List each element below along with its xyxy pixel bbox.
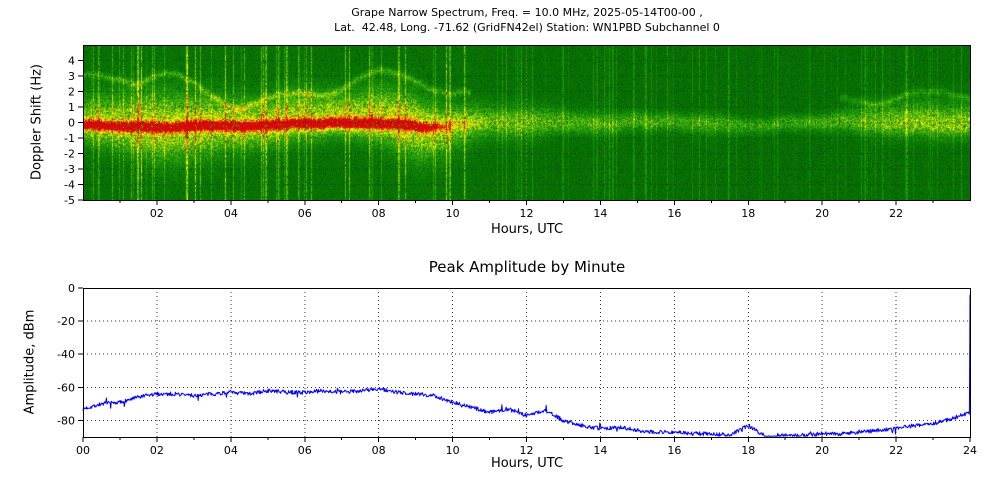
tick-label: 20 <box>815 207 829 220</box>
tick-label: 22 <box>889 444 903 457</box>
spectrogram-image <box>83 45 970 200</box>
amplitude-line <box>82 294 971 437</box>
tick-label: 0 <box>68 282 75 295</box>
tick-label: -20 <box>57 315 75 328</box>
tick-label: 06 <box>298 444 312 457</box>
tick-label: 4 <box>68 55 75 68</box>
tick-label: 0 <box>68 117 75 130</box>
tick-label: 22 <box>889 207 903 220</box>
tick-label: 12 <box>520 207 534 220</box>
amplitude-x-axis-label: Hours, UTC <box>490 456 564 471</box>
tick-label: 10 <box>446 444 460 457</box>
tick-label: 00 <box>76 444 90 457</box>
tick-label: 3 <box>68 70 75 83</box>
tick-label: -80 <box>57 414 75 427</box>
tick-label: 14 <box>593 444 607 457</box>
tick-label: 06 <box>298 207 312 220</box>
tick-label: 2 <box>68 86 75 99</box>
tick-label: 10 <box>446 207 460 220</box>
tick-label: 16 <box>667 207 681 220</box>
tick-label: -4 <box>64 179 75 192</box>
tick-label: 24 <box>963 444 977 457</box>
tick-label: 08 <box>372 207 386 220</box>
tick-label: 04 <box>224 207 238 220</box>
tick-label: 08 <box>372 444 386 457</box>
tick-label: 02 <box>150 444 164 457</box>
spectrogram-x-axis-label: Hours, UTC <box>490 222 564 237</box>
tick-label: 18 <box>741 207 755 220</box>
spectrogram-title-line2: Lat. 42.48, Long. -71.62 (GridFN42el) St… <box>334 21 720 34</box>
doppler-y-axis-label: Doppler Shift (Hz) <box>29 64 45 180</box>
tick-label: -60 <box>57 381 75 394</box>
tick-label: 20 <box>815 444 829 457</box>
tick-label: -40 <box>57 348 75 361</box>
tick-label: 02 <box>150 207 164 220</box>
tick-label: -1 <box>64 132 75 145</box>
tick-label: -3 <box>64 163 75 176</box>
tick-label: 18 <box>741 444 755 457</box>
amplitude-plot-title: Peak Amplitude by Minute <box>428 258 626 276</box>
tick-label: 1 <box>68 101 75 114</box>
tick-label: -5 <box>64 194 75 207</box>
tick-label: 12 <box>520 444 534 457</box>
tick-label: 14 <box>593 207 607 220</box>
spectrogram-title-line1: Grape Narrow Spectrum, Freq. = 10.0 MHz,… <box>351 6 703 19</box>
tick-label: -2 <box>64 148 75 161</box>
tick-label: 16 <box>667 444 681 457</box>
tick-label: 04 <box>224 444 238 457</box>
amplitude-y-axis-label: Amplitude, dBm <box>22 309 38 415</box>
